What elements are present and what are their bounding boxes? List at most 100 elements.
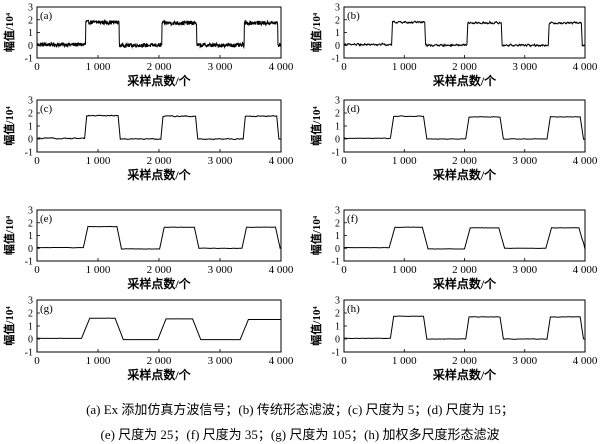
y-tick-label: -1 — [25, 148, 33, 159]
x-tick-label: 2 000 — [452, 61, 477, 73]
x-tick-label: 1 000 — [86, 264, 111, 276]
x-tick-label: 2 000 — [452, 355, 477, 367]
x-tick-label: 4 000 — [573, 155, 598, 167]
y-tick-label: 3 — [28, 96, 33, 107]
x-tick-label: 4 000 — [573, 61, 598, 73]
y-axis-label: 幅值/10⁴ — [309, 306, 323, 346]
x-axis-label: 采样点数/个 — [432, 276, 497, 291]
y-tick-label: 0 — [28, 41, 33, 52]
y-tick-label: 1 — [335, 122, 340, 133]
caption-line-1: (a) Ex 添加仿真方波信号；(b) 传统形态滤波；(c) 尺度为 5；(d)… — [86, 402, 514, 417]
y-axis-label: 幅值/10⁴ — [2, 215, 16, 255]
signal-line — [343, 315, 586, 340]
panel-label: (b) — [347, 10, 360, 22]
y-tick-label: 2 — [335, 309, 340, 320]
y-tick-label: 0 — [28, 335, 33, 346]
x-tick-label: 3 000 — [208, 355, 233, 367]
y-tick-label: 3 — [335, 96, 340, 107]
y-tick-label: 0 — [28, 244, 33, 255]
y-tick-label: -1 — [332, 148, 340, 159]
panel-label: (c) — [40, 103, 53, 115]
y-tick-label: 1 — [28, 28, 33, 39]
y-tick-label: 0 — [335, 41, 340, 52]
x-axis-label: 采样点数/个 — [126, 367, 191, 382]
y-tick-label: 2 — [28, 109, 33, 120]
panel-label: (d) — [347, 103, 360, 115]
y-axis-label: 幅值/10⁴ — [309, 12, 323, 52]
x-tick-label: 1 000 — [86, 355, 111, 367]
y-tick-label: 3 — [335, 3, 340, 14]
y-tick-label: 0 — [335, 244, 340, 255]
y-tick-label: 1 — [28, 322, 33, 333]
x-tick-label: 2 000 — [147, 355, 172, 367]
y-tick-label: 2 — [335, 15, 340, 26]
y-tick-label: -1 — [25, 348, 33, 359]
x-tick-label: 1 000 — [392, 61, 417, 73]
x-tick-label: 1 000 — [392, 355, 417, 367]
y-tick-label: 1 — [335, 231, 340, 242]
y-tick-label: 2 — [28, 309, 33, 320]
panel-label: (g) — [40, 303, 53, 315]
x-axis-label: 采样点数/个 — [126, 167, 191, 182]
y-tick-label: -1 — [332, 257, 340, 268]
y-tick-label: -1 — [25, 54, 33, 65]
signal-line — [36, 225, 282, 250]
x-tick-label: 4 000 — [573, 264, 598, 276]
panel-label: (h) — [347, 303, 360, 315]
x-tick-label: 1 000 — [86, 155, 111, 167]
plot-frame — [343, 209, 586, 262]
signal-line — [343, 20, 586, 48]
x-axis-label: 采样点数/个 — [432, 167, 497, 182]
x-tick-label: 0 — [34, 61, 40, 73]
signal-line — [37, 317, 282, 341]
y-axis-label: 幅值/10⁴ — [309, 215, 323, 255]
y-tick-label: 2 — [335, 109, 340, 120]
x-axis-label: 采样点数/个 — [432, 73, 497, 88]
x-tick-label: 3 000 — [208, 155, 233, 167]
x-tick-label: 0 — [341, 355, 347, 367]
x-tick-label: 0 — [34, 355, 40, 367]
y-tick-label: 1 — [28, 122, 33, 133]
y-tick-label: 2 — [335, 218, 340, 229]
x-tick-label: 4 000 — [269, 155, 294, 167]
caption-line-2: (e) 尺度为 25；(f) 尺度为 35；(g) 尺度为 105；(h) 加权… — [100, 427, 500, 442]
y-tick-label: 0 — [335, 335, 340, 346]
x-tick-label: 0 — [341, 155, 347, 167]
x-tick-label: 3 000 — [512, 61, 537, 73]
y-axis-label: 幅值/10⁴ — [2, 12, 16, 52]
x-tick-label: 0 — [341, 61, 347, 73]
y-tick-label: 0 — [335, 135, 340, 146]
x-tick-label: 1 000 — [392, 264, 417, 276]
y-tick-label: -1 — [332, 54, 340, 65]
panel-label: (f) — [347, 213, 358, 225]
x-tick-label: 1 000 — [86, 61, 111, 73]
x-axis-label: 采样点数/个 — [126, 73, 191, 88]
x-tick-label: 3 000 — [512, 155, 537, 167]
y-tick-label: 3 — [28, 3, 33, 14]
y-axis-label: 幅值/10⁴ — [2, 306, 16, 346]
panel-label: (e) — [40, 213, 53, 225]
x-tick-label: 0 — [34, 264, 40, 276]
y-tick-label: 1 — [335, 28, 340, 39]
x-tick-label: 3 000 — [208, 264, 233, 276]
x-tick-label: 4 000 — [573, 355, 598, 367]
x-tick-label: 1 000 — [392, 155, 417, 167]
x-tick-label: 3 000 — [208, 61, 233, 73]
x-tick-label: 3 000 — [512, 264, 537, 276]
x-tick-label: 2 000 — [147, 61, 172, 73]
y-axis-label: 幅值/10⁴ — [2, 106, 16, 146]
y-tick-label: 1 — [28, 231, 33, 242]
signal-line — [36, 114, 282, 141]
y-tick-label: -1 — [332, 348, 340, 359]
x-axis-label: 采样点数/个 — [126, 276, 191, 291]
x-tick-label: 0 — [341, 264, 347, 276]
